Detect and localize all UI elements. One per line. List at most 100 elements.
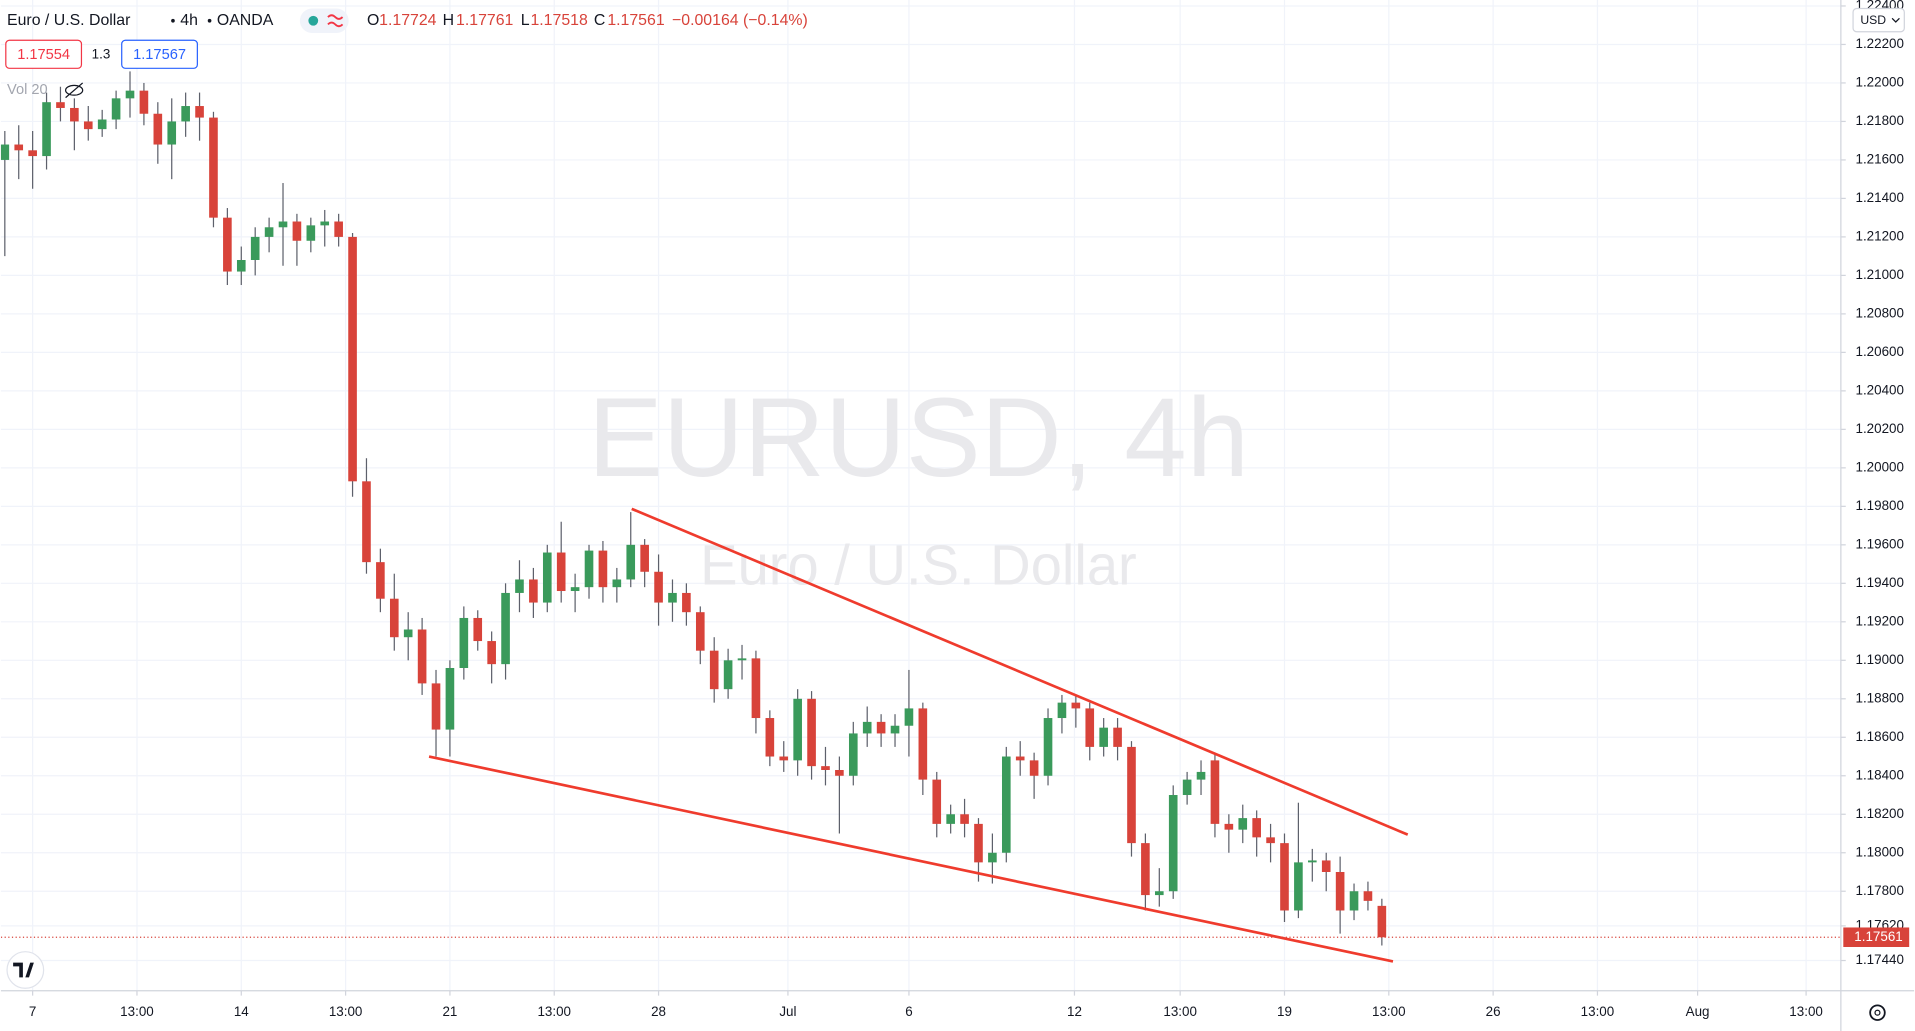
delay-icon xyxy=(327,14,344,28)
candle-body xyxy=(1294,862,1303,911)
candle-body xyxy=(570,587,580,592)
hide-icon[interactable] xyxy=(64,82,84,99)
candle-body xyxy=(1363,891,1373,901)
dropdown-arrow xyxy=(1891,17,1900,23)
trend-line xyxy=(631,507,1409,836)
candle-body xyxy=(1127,746,1136,844)
candle-body xyxy=(431,683,441,730)
candle-body xyxy=(1182,779,1192,796)
candle-body xyxy=(1141,843,1150,896)
exchange: OANDA xyxy=(217,12,274,29)
x-tick-label: 13:00 xyxy=(329,1004,363,1019)
candle-body xyxy=(848,733,858,776)
x-tick-label: 13:00 xyxy=(1372,1004,1406,1019)
candle-body xyxy=(918,708,928,780)
candle-body xyxy=(417,629,427,684)
x-tick-label: 6 xyxy=(905,1004,912,1019)
candle-body xyxy=(70,107,79,122)
y-tick-label: 1.21600 xyxy=(1856,151,1904,166)
candle-body xyxy=(139,90,149,114)
status-pill[interactable] xyxy=(299,8,349,33)
candle-body xyxy=(612,579,622,588)
x-tick-label: 19 xyxy=(1277,1004,1292,1019)
symbol-name: Euro / U.S. Dollar xyxy=(7,12,131,29)
x-tick-label: 7 xyxy=(29,1004,36,1019)
candle-body xyxy=(111,98,121,120)
ohlc-legend: O 1.17724 H 1.17761 L 1.17518 C 1.17561 −0.00164… xyxy=(367,12,808,29)
candle-body xyxy=(501,592,510,665)
candle-body xyxy=(932,779,942,824)
candle-body xyxy=(0,144,10,160)
candle-body xyxy=(723,660,733,690)
y-tick-label: 1.21000 xyxy=(1856,267,1904,282)
separator xyxy=(171,18,175,23)
y-tick-label: 1.21200 xyxy=(1856,228,1904,243)
candle-body xyxy=(1196,771,1206,780)
buy-button[interactable] xyxy=(121,39,198,69)
candle-body xyxy=(946,814,955,824)
x-tick-label: 14 xyxy=(234,1004,249,1019)
candle-body xyxy=(765,718,775,757)
ohlc-value: 1.17518 xyxy=(530,12,588,29)
x-tick-label: 21 xyxy=(442,1004,457,1019)
candle-body xyxy=(876,721,886,734)
candle-body xyxy=(1057,702,1067,719)
candle-body xyxy=(709,650,719,690)
candle-body xyxy=(376,562,385,599)
y-tick-label: 1.17440 xyxy=(1856,952,1904,967)
candle-body xyxy=(626,544,636,580)
candle-body xyxy=(223,217,232,272)
candle-body xyxy=(250,236,260,261)
candle-body xyxy=(362,481,371,563)
candle-body xyxy=(42,102,51,157)
x-tick-label: 13:00 xyxy=(120,1004,154,1019)
candle-body xyxy=(292,221,302,241)
candle-body xyxy=(1154,891,1164,896)
candle-body xyxy=(83,121,93,130)
candle-body xyxy=(459,617,469,668)
ohlc-key: C xyxy=(594,12,605,29)
candle-body xyxy=(1071,702,1081,709)
currency-button[interactable] xyxy=(1852,7,1905,33)
candle-body xyxy=(1377,905,1387,938)
y-tick-label: 1.19000 xyxy=(1856,652,1904,667)
candle-body xyxy=(556,552,566,592)
candle-body xyxy=(56,102,65,108)
tv-logo[interactable] xyxy=(6,951,45,989)
candle-body xyxy=(334,221,343,237)
y-tick-label: 1.18000 xyxy=(1856,844,1904,859)
candle-body xyxy=(1280,843,1289,911)
candle-body xyxy=(1349,891,1359,911)
candle-body xyxy=(779,756,789,761)
y-tick-label: 1.22000 xyxy=(1856,74,1904,89)
y-tick-label: 1.19200 xyxy=(1856,613,1904,628)
candle-body xyxy=(890,725,900,734)
y-tick-label: 1.20800 xyxy=(1856,305,1904,320)
candle-body xyxy=(529,579,538,603)
candle-body xyxy=(167,121,177,145)
settings-icon[interactable] xyxy=(1869,1004,1886,1021)
candle-body xyxy=(473,617,483,642)
y-tick-label: 1.20400 xyxy=(1856,382,1904,397)
sell-button[interactable] xyxy=(5,39,83,69)
ohlc-key: O xyxy=(367,12,379,29)
candle-body xyxy=(1043,718,1053,776)
candle-body xyxy=(1238,818,1248,830)
candle-body xyxy=(97,119,107,130)
x-tick-label: 13:00 xyxy=(1789,1004,1823,1019)
candle-body xyxy=(1335,871,1345,911)
plot-area xyxy=(0,71,1841,963)
y-tick-label: 1.19800 xyxy=(1856,498,1904,513)
candle-body xyxy=(389,598,399,638)
y-tick-label: 1.18400 xyxy=(1856,767,1904,782)
candle-body xyxy=(904,708,914,726)
candle-body xyxy=(807,698,816,767)
ohlc-key: L xyxy=(521,12,530,29)
candle-body xyxy=(960,814,969,824)
candle-body xyxy=(584,550,594,588)
candle-body xyxy=(1252,818,1261,838)
candle-body xyxy=(236,260,246,272)
candle-body xyxy=(125,90,135,99)
